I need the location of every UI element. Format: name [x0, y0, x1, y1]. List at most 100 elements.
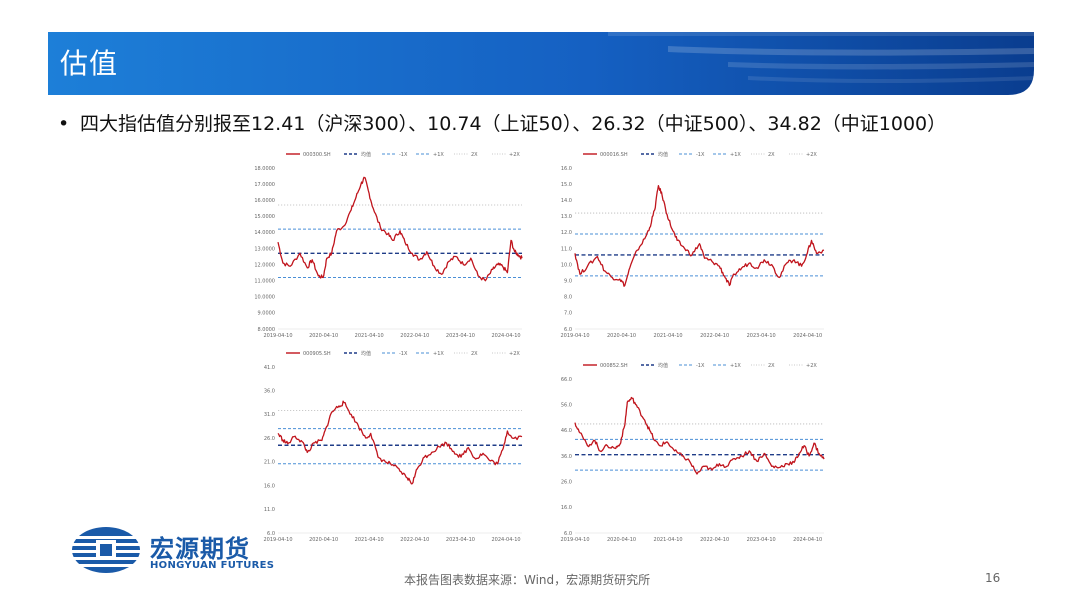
- chart-sse50-valuation: 000016.SH 均值 -1X +1X 2X +2X 6.0 7.0 8.0 9.0 10.0 11…: [545, 146, 830, 346]
- y-tick-label: 15.0: [561, 182, 572, 188]
- legend-label: +1X: [730, 152, 741, 158]
- chart-svg: 000905.SH 均值 -1X +1X 2X +2X 6.0 11.0 16.0 21.0 26.…: [263, 350, 523, 543]
- y-tick-label: 13.0000: [254, 246, 275, 252]
- chart-csi1000-valuation: 000852.SH 均值 -1X +1X 2X +2X 6.0 16.0 26.0 36.0 46.…: [545, 357, 830, 550]
- y-tick-label: 6.0: [267, 531, 275, 537]
- y-tick-label: 16.0000: [254, 198, 275, 204]
- legend-label: 2X: [471, 351, 478, 357]
- y-tick-label: 7.0: [564, 311, 572, 317]
- pe-series-line: [574, 185, 825, 287]
- y-tick-label: 11.0000: [254, 279, 275, 285]
- legend-label: +1X: [433, 351, 444, 357]
- y-tick-label: 26.0: [264, 436, 275, 442]
- y-tick-label: 56.0: [561, 402, 572, 408]
- x-tick-label: 2019-04-10: [560, 333, 589, 339]
- y-tick-label: 6.0: [564, 327, 572, 333]
- company-logo: 宏源期货 HONGYUAN FUTURES: [70, 525, 310, 575]
- legend-label: 000905.SH: [303, 351, 331, 357]
- legend-label: +2X: [806, 152, 817, 158]
- x-tick-label: 2021-04-10: [654, 537, 683, 543]
- y-tick-label: 41.0: [264, 365, 275, 371]
- chart-legend: 000852.SH 均值 -1X +1X 2X +2X: [583, 362, 817, 369]
- x-tick-label: 2023-04-10: [446, 537, 475, 543]
- y-tick-label: 11.0: [264, 507, 275, 513]
- y-tick-label: 36.0: [561, 454, 572, 460]
- x-tick-label: 2022-04-10: [400, 537, 429, 543]
- x-tick-label: 2023-04-10: [446, 333, 475, 339]
- x-tick-label: 2021-04-10: [355, 537, 384, 543]
- y-tick-label: 16.0: [561, 505, 572, 511]
- legend-label: +1X: [730, 363, 741, 369]
- legend-label: +2X: [509, 152, 520, 158]
- bullet-dot: •: [58, 113, 70, 135]
- chart-legend: 000300.SH 均值 -1X +1X 2X +2X: [286, 151, 520, 158]
- x-tick-label: 2020-04-10: [607, 333, 636, 339]
- y-tick-label: 12.0: [561, 230, 572, 236]
- legend-label: 2X: [768, 363, 775, 369]
- y-tick-label: 8.0: [564, 295, 572, 301]
- legend-label: +2X: [806, 363, 817, 369]
- pe-series-line: [574, 396, 825, 475]
- legend-label: 均值: [361, 151, 371, 158]
- legend-label: 均值: [658, 362, 668, 369]
- legend-label: 000300.SH: [303, 152, 331, 158]
- x-tick-label: 2022-04-10: [700, 537, 729, 543]
- x-tick-label: 2023-04-10: [747, 537, 776, 543]
- legend-label: -1X: [399, 152, 408, 158]
- y-tick-label: 6.0: [564, 531, 572, 537]
- y-tick-label: 15.0000: [254, 214, 275, 220]
- x-tick-label: 2021-04-10: [355, 333, 384, 339]
- page-number: 16: [985, 571, 1001, 585]
- y-tick-label: 12.0000: [254, 262, 275, 268]
- y-tick-label: 10.0: [561, 262, 572, 268]
- x-tick-label: 2024-04-10: [492, 333, 521, 339]
- logo-name-cn: 宏源期货: [150, 535, 250, 563]
- legend-label: +2X: [509, 351, 520, 357]
- x-tick-label: 2019-04-10: [263, 333, 292, 339]
- x-tick-label: 2020-04-10: [309, 333, 338, 339]
- chart-svg: 000016.SH 均值 -1X +1X 2X +2X 6.0 7.0 8.0 9.0 10.0 11…: [560, 151, 825, 339]
- y-tick-label: 8.0000: [258, 327, 276, 333]
- legend-label: +1X: [433, 152, 444, 158]
- y-tick-label: 31.0: [264, 412, 275, 418]
- x-tick-label: 2019-04-10: [560, 537, 589, 543]
- x-tick-label: 2022-04-10: [400, 333, 429, 339]
- y-tick-label: 16.0: [264, 483, 275, 489]
- y-tick-label: 21.0: [264, 460, 275, 466]
- pe-series-line: [277, 400, 523, 485]
- y-tick-label: 16.0: [561, 166, 572, 172]
- x-tick-label: 2024-04-10: [492, 537, 521, 543]
- x-tick-label: 2022-04-10: [700, 333, 729, 339]
- page-title: 估值: [60, 47, 119, 80]
- y-tick-label: 14.0: [561, 198, 572, 204]
- y-tick-label: 66.0: [561, 377, 572, 383]
- y-tick-label: 26.0: [561, 479, 572, 485]
- legend-label: 均值: [361, 350, 371, 357]
- legend-label: 000852.SH: [600, 363, 628, 369]
- legend-label: 2X: [471, 152, 478, 158]
- y-tick-label: 11.0: [561, 246, 572, 252]
- chart-csi300-valuation: 000300.SH 均值 -1X +1X 2X +2X 8.0000 9.0000 10.000…: [248, 146, 528, 346]
- legend-label: 均值: [658, 151, 668, 158]
- title-banner: [48, 32, 1034, 95]
- data-source-note: 本报告图表数据来源：Wind，宏源期货研究所: [404, 573, 651, 587]
- x-tick-label: 2024-04-10: [793, 537, 822, 543]
- chart-svg: 000852.SH 均值 -1X +1X 2X +2X 6.0 16.0 26.0 36.0 46.…: [560, 362, 825, 543]
- y-tick-label: 10.0000: [254, 295, 275, 301]
- x-tick-label: 2019-04-10: [263, 537, 292, 543]
- x-tick-label: 2024-04-10: [793, 333, 822, 339]
- chart-legend: 000905.SH 均值 -1X +1X 2X +2X: [286, 350, 520, 357]
- legend-label: -1X: [696, 152, 705, 158]
- y-tick-label: 18.0000: [254, 166, 275, 172]
- x-tick-label: 2020-04-10: [607, 537, 636, 543]
- chart-svg: 000300.SH 均值 -1X +1X 2X +2X 8.0000 9.0000 10.000…: [254, 151, 523, 339]
- y-tick-label: 17.0000: [254, 182, 275, 188]
- pe-series-line: [277, 176, 523, 282]
- logo-mark-icon: [72, 527, 140, 573]
- chart-csi500-valuation: 000905.SH 均值 -1X +1X 2X +2X 6.0 11.0 16.0 21.0 26.…: [248, 345, 528, 550]
- logo-name-en: HONGYUAN FUTURES: [150, 560, 275, 571]
- legend-label: -1X: [399, 351, 408, 357]
- legend-label: 2X: [768, 152, 775, 158]
- bullet-text: 四大指估值分别报至12.41（沪深300）、10.74（上证50）、26.32（…: [80, 113, 947, 135]
- y-tick-label: 9.0: [564, 279, 572, 285]
